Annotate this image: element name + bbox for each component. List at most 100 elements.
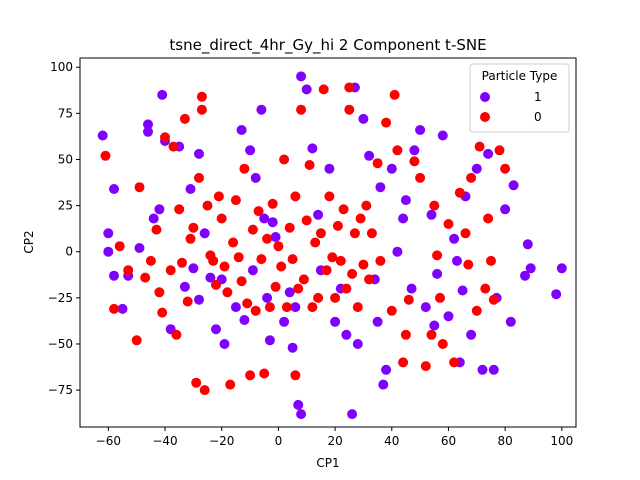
point-type-0 xyxy=(389,89,400,100)
point-type-1 xyxy=(522,239,533,250)
point-type-0 xyxy=(409,156,420,167)
point-type-0 xyxy=(245,370,256,381)
point-type-1 xyxy=(313,209,324,220)
point-type-1 xyxy=(239,315,250,325)
point-type-1 xyxy=(179,281,190,292)
point-type-0 xyxy=(403,294,414,305)
point-type-1 xyxy=(449,233,460,244)
point-type-1 xyxy=(375,182,386,193)
point-type-1 xyxy=(256,104,267,115)
point-type-0 xyxy=(494,145,505,156)
point-type-1 xyxy=(358,113,369,124)
point-type-0 xyxy=(375,255,386,266)
point-type-1 xyxy=(109,270,119,281)
point-type-0 xyxy=(318,84,329,95)
x-tick-label: 100 xyxy=(550,434,573,448)
point-type-0 xyxy=(307,302,318,313)
point-type-1 xyxy=(400,195,411,206)
point-type-0 xyxy=(398,357,409,368)
point-type-1 xyxy=(143,119,153,130)
point-type-0 xyxy=(208,255,219,266)
point-type-1 xyxy=(307,143,318,154)
point-type-0 xyxy=(332,220,343,231)
point-type-1 xyxy=(420,302,431,313)
point-type-1 xyxy=(117,303,128,314)
point-type-0 xyxy=(364,274,375,285)
x-tick-label: 60 xyxy=(441,434,456,448)
point-type-1 xyxy=(194,148,204,159)
point-type-1 xyxy=(287,342,298,353)
point-type-1 xyxy=(157,89,168,100)
point-type-0 xyxy=(233,252,244,263)
point-type-0 xyxy=(145,255,156,266)
point-type-0 xyxy=(236,276,247,287)
point-type-0 xyxy=(202,200,213,211)
point-type-0 xyxy=(352,302,363,313)
point-type-0 xyxy=(199,385,210,396)
point-type-1 xyxy=(330,316,341,327)
point-type-0 xyxy=(344,82,355,93)
point-type-0 xyxy=(194,172,204,183)
point-type-1 xyxy=(443,311,454,322)
point-type-1 xyxy=(270,232,281,242)
point-type-1 xyxy=(236,125,247,135)
point-type-1 xyxy=(520,270,530,281)
point-type-1 xyxy=(500,204,511,215)
point-type-1 xyxy=(477,364,488,375)
point-type-1 xyxy=(247,265,258,276)
point-type-0 xyxy=(250,305,261,316)
point-type-0 xyxy=(154,287,165,298)
point-type-1 xyxy=(250,172,261,183)
point-type-0 xyxy=(134,182,145,193)
point-type-0 xyxy=(415,172,426,183)
point-type-0 xyxy=(443,219,454,229)
point-type-0 xyxy=(216,213,227,224)
point-type-0 xyxy=(480,283,491,294)
y-axis-label: CP2 xyxy=(22,230,36,253)
point-type-0 xyxy=(349,228,360,239)
point-type-0 xyxy=(290,370,301,381)
point-type-0 xyxy=(437,339,448,349)
point-type-0 xyxy=(230,195,241,206)
point-type-0 xyxy=(347,268,358,279)
point-type-0 xyxy=(355,213,366,224)
chart-title: tsne_direct_4hr_Gy_hi 2 Component t-SNE xyxy=(169,36,486,55)
point-type-0 xyxy=(157,307,168,318)
point-type-0 xyxy=(160,132,170,143)
legend-box xyxy=(469,63,570,133)
point-type-0 xyxy=(344,104,355,115)
point-type-0 xyxy=(273,241,284,252)
point-type-0 xyxy=(279,154,290,165)
point-type-0 xyxy=(386,305,397,316)
y-tick-label: 25 xyxy=(58,199,73,213)
point-type-1 xyxy=(103,246,114,257)
point-type-0 xyxy=(219,261,230,272)
point-type-1 xyxy=(409,145,420,156)
point-type-0 xyxy=(140,272,151,283)
point-type-1 xyxy=(264,335,275,346)
point-type-0 xyxy=(196,91,207,102)
point-type-1 xyxy=(372,316,383,327)
point-type-0 xyxy=(327,252,338,263)
point-type-0 xyxy=(123,265,134,276)
point-type-1 xyxy=(262,292,273,303)
point-type-1 xyxy=(293,399,304,410)
point-type-0 xyxy=(171,329,182,340)
legend-label-1: 1 xyxy=(534,90,542,104)
point-type-0 xyxy=(262,233,273,244)
point-type-0 xyxy=(182,296,193,307)
point-type-0 xyxy=(435,292,445,303)
point-type-0 xyxy=(109,303,119,314)
point-type-0 xyxy=(225,379,236,390)
point-type-0 xyxy=(372,158,383,169)
point-type-0 xyxy=(460,228,471,239)
point-type-0 xyxy=(315,228,326,239)
point-type-0 xyxy=(488,294,499,305)
point-type-0 xyxy=(454,187,465,198)
point-type-1 xyxy=(324,163,335,174)
point-type-0 xyxy=(114,241,125,252)
point-type-0 xyxy=(298,274,309,285)
point-type-0 xyxy=(335,255,346,266)
point-type-0 xyxy=(420,361,431,372)
